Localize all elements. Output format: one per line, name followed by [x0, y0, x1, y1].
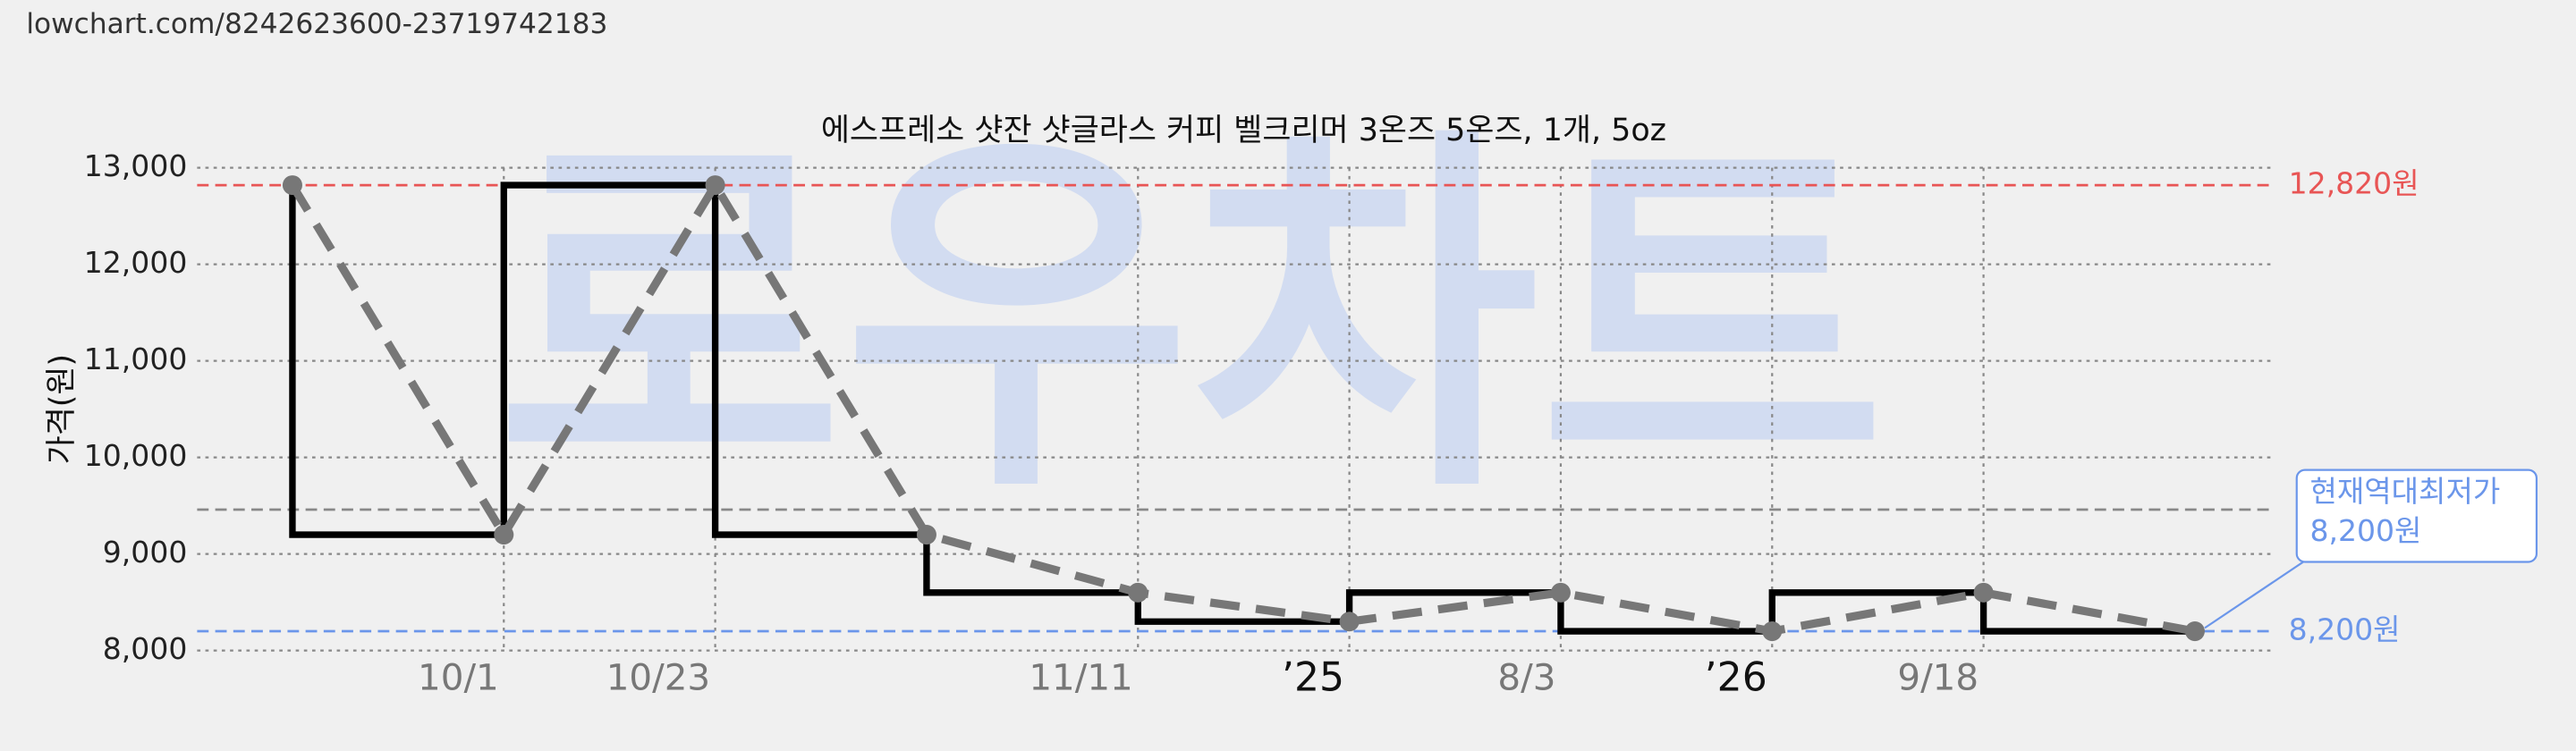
x-tick-label: 11/11 [1029, 656, 1132, 699]
data-point [494, 525, 514, 545]
reference-label: 12,820원 [2289, 166, 2419, 201]
trend-line [289, 177, 2196, 636]
x-tick-label: 10/1 [418, 656, 499, 699]
data-point [282, 175, 302, 196]
y-tick-label: 9,000 [103, 535, 188, 570]
y-tick-label: 8,000 [103, 631, 188, 666]
chart-title: 에스프레소 샷잔 샷글라스 커피 벨크리머 3온즈 5온즈, 1개, 5oz [821, 113, 1666, 148]
data-point [705, 175, 725, 196]
watermark: 로우차트 [496, 98, 1886, 538]
reference-label: 8,200원 [2289, 612, 2401, 647]
data-point [1339, 612, 1360, 632]
annotation-arrow [2204, 557, 2309, 629]
data-point [1550, 582, 1571, 603]
annotation-text: 8,200원 [2309, 513, 2421, 548]
data-point [1128, 582, 1148, 603]
annotation-box [2295, 468, 2538, 563]
y-tick-label: 11,000 [84, 342, 188, 376]
x-tick-label: ’26 [1705, 655, 1767, 701]
x-tick-label: 9/18 [1897, 656, 1979, 699]
x-tick-label: ’25 [1282, 655, 1344, 701]
y-tick-label: 12,000 [84, 245, 188, 280]
source-url: lowchart.com/8242623600-23719742183 [26, 8, 607, 40]
x-tick-label: 8/3 [1497, 656, 1555, 699]
y-tick-label: 10,000 [84, 438, 188, 473]
data-point [1762, 621, 1783, 642]
data-point [1973, 582, 1994, 603]
data-point [2184, 621, 2205, 642]
y-tick-label: 13,000 [84, 148, 188, 183]
y-axis-label: 가격(원) [44, 354, 80, 464]
data-point [916, 525, 936, 545]
annotation-text: 현재역대최저가 [2309, 474, 2500, 509]
x-tick-label: 10/23 [606, 656, 710, 699]
price-step-line [289, 181, 2195, 635]
